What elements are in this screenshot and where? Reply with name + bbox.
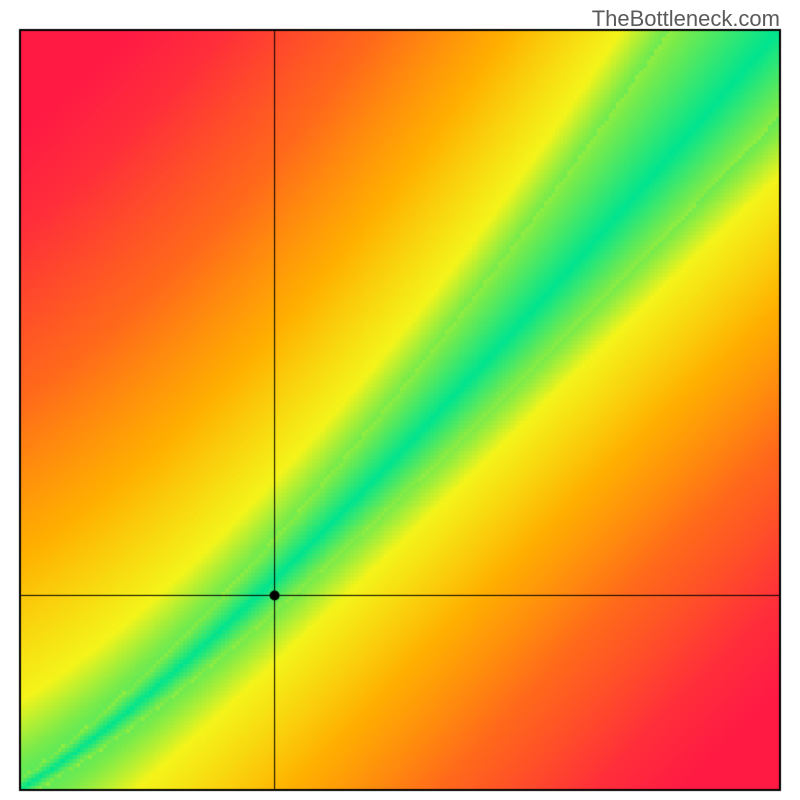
bottleneck-heatmap <box>0 0 800 800</box>
watermark-text: TheBottleneck.com <box>592 6 780 32</box>
chart-container: TheBottleneck.com <box>0 0 800 800</box>
